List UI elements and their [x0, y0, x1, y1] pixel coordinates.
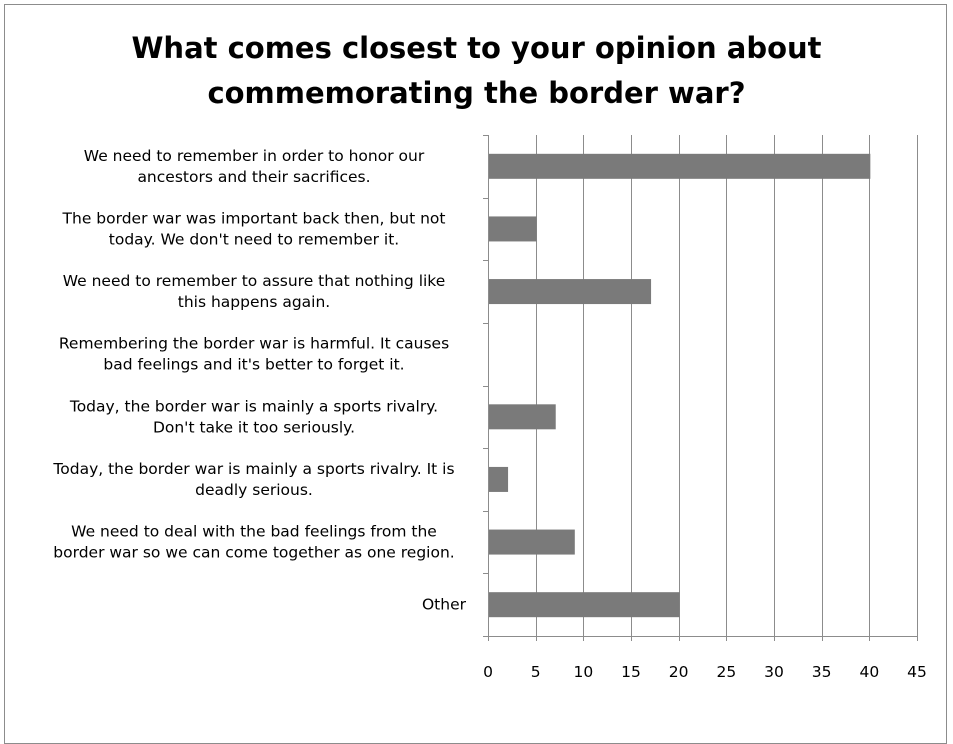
category-label-line: bad feelings and it's better to forget i…: [103, 356, 404, 374]
category-label: We need to remember in order to honor ou…: [84, 147, 425, 186]
x-tick-labels: 0 5 10 15 20 25 30 35 40 45: [483, 663, 927, 681]
x-tick-label: 15: [621, 663, 641, 681]
x-tick-label: 40: [859, 663, 879, 681]
category-label: We need to deal with the bad feelings fr…: [53, 523, 454, 562]
x-tick-label: 10: [573, 663, 593, 681]
chart-title: What comes closest to your opinion about…: [0, 26, 953, 116]
x-tick-label: 5: [531, 663, 541, 681]
category-label-line: deadly serious.: [195, 481, 313, 499]
x-tick-label: 35: [812, 663, 832, 681]
category-labels: We need to remember in order to honor ou…: [52, 147, 466, 614]
category-label: Today, the border war is mainly a sports…: [69, 397, 438, 436]
bar: [489, 592, 680, 618]
category-label: Today, the border war is mainly a sports…: [52, 460, 454, 499]
x-tick-label: 25: [716, 663, 736, 681]
bar: [489, 153, 871, 179]
bar: [489, 279, 652, 305]
category-label-line: this happens again.: [178, 293, 330, 311]
category-label-line: We need to remember to assure that nothi…: [63, 272, 446, 290]
bar-chart: We need to remember in order to honor ou…: [52, 135, 927, 681]
category-label: The border war was important back then, …: [62, 209, 446, 248]
axes: [483, 135, 918, 641]
category-label-line: Today, the border war is mainly a sports…: [52, 460, 454, 478]
category-label-line: border war so we can come together as on…: [53, 544, 454, 562]
x-tick-label: 0: [483, 663, 493, 681]
category-label-line: Today, the border war is mainly a sports…: [69, 397, 438, 415]
bar: [489, 216, 537, 242]
x-tick-label: 30: [764, 663, 784, 681]
x-tick-label: 20: [669, 663, 689, 681]
category-label: We need to remember to assure that nothi…: [63, 272, 446, 311]
bar: [489, 466, 509, 492]
category-label-line: We need to deal with the bad feelings fr…: [71, 523, 437, 541]
x-tick-label: 45: [907, 663, 927, 681]
chart-frame: [4, 4, 947, 744]
category-label-line: Other: [422, 596, 467, 614]
category-label-line: The border war was important back then, …: [62, 209, 446, 227]
chart-title-line-1: What comes closest to your opinion about: [131, 31, 822, 65]
category-label-line: We need to remember in order to honor ou…: [84, 147, 425, 165]
category-label-line: Don't take it too seriously.: [153, 418, 355, 436]
bars: [489, 153, 871, 618]
chart-title-line-2: commemorating the border war?: [207, 76, 746, 110]
category-label-line: Remembering the border war is harmful. I…: [59, 335, 449, 353]
category-label: Other: [422, 596, 467, 614]
gridlines: [536, 135, 918, 636]
bar: [489, 529, 575, 555]
category-label-line: today. We don't need to remember it.: [109, 230, 399, 248]
category-label: Remembering the border war is harmful. I…: [59, 335, 449, 374]
category-label-line: ancestors and their sacrifices.: [137, 168, 370, 186]
bar: [489, 404, 556, 430]
